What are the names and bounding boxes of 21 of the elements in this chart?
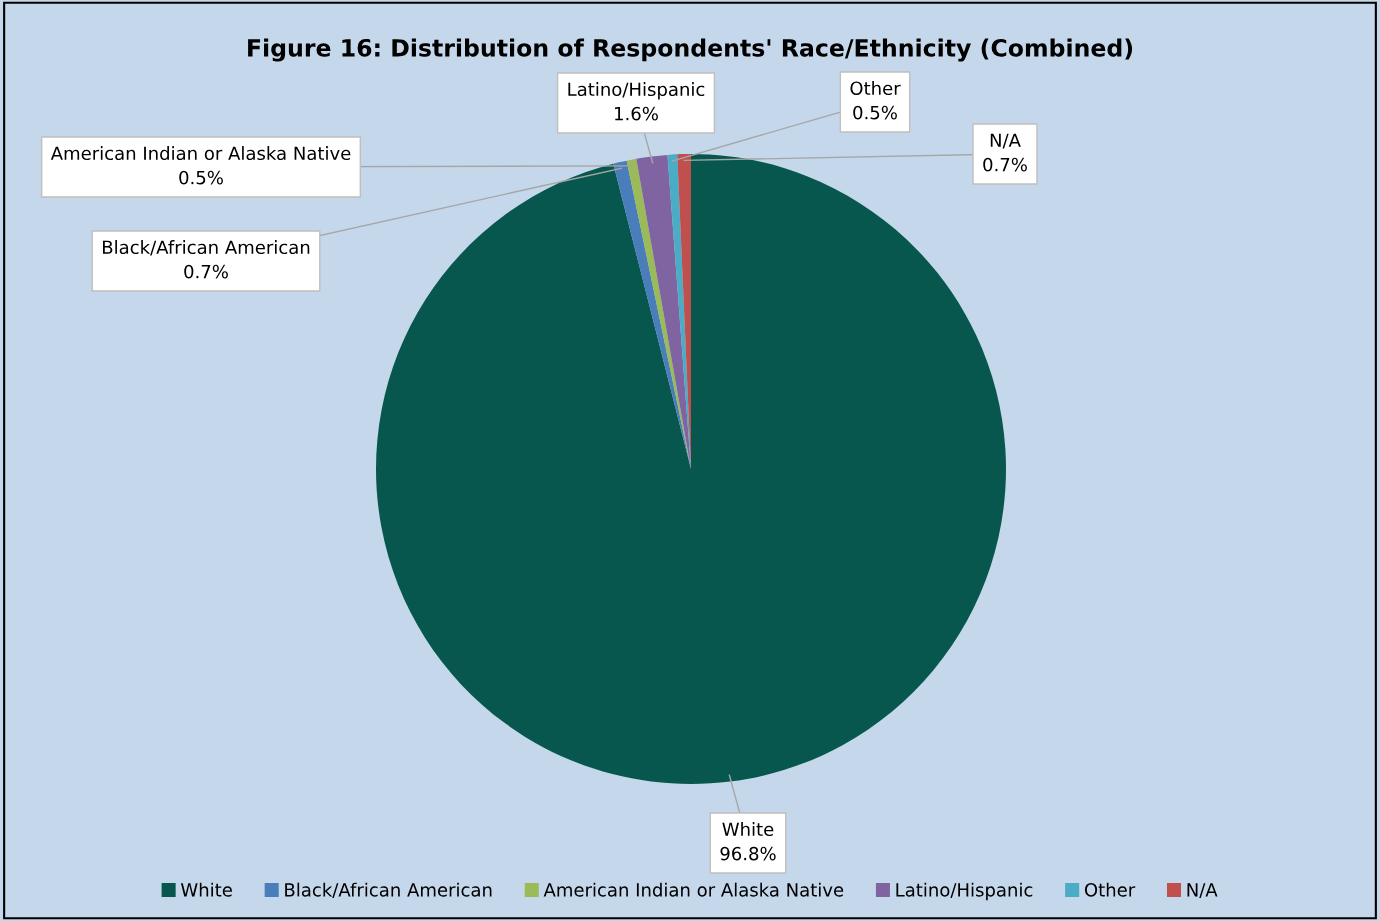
legend-label: N/A <box>1187 883 1218 899</box>
data-label: 1.6% <box>615 106 658 121</box>
legend-label: Black/African American <box>285 882 492 899</box>
data-label: 0.5% <box>179 170 223 185</box>
legend-label: Other <box>1084 882 1136 897</box>
legend-label: Latino/Hispanic <box>896 882 1033 901</box>
chart-title: Figure 16: Distribution of Respondents' Race/Ethnicity (Combined) <box>248 38 1133 62</box>
slice-label: Latino/Hispanic <box>568 82 705 100</box>
data-label: 0.7% <box>983 157 1027 172</box>
data-label: 0.5% <box>853 105 897 120</box>
data-label: 96.8% <box>720 846 776 861</box>
slice-label: Other <box>850 81 901 96</box>
legend-label: White <box>180 882 232 897</box>
pie-slice <box>626 158 691 469</box>
slice-label: N/A <box>990 133 1021 149</box>
slice-label: Black/African American <box>103 240 310 256</box>
slice-label: American Indian or Alaska Native <box>50 146 351 161</box>
legend-label: American Indian or Alaska Native <box>543 882 844 897</box>
data-label: 0.7% <box>184 264 228 279</box>
pie-slice <box>636 154 691 469</box>
slice-label: White <box>722 822 774 837</box>
